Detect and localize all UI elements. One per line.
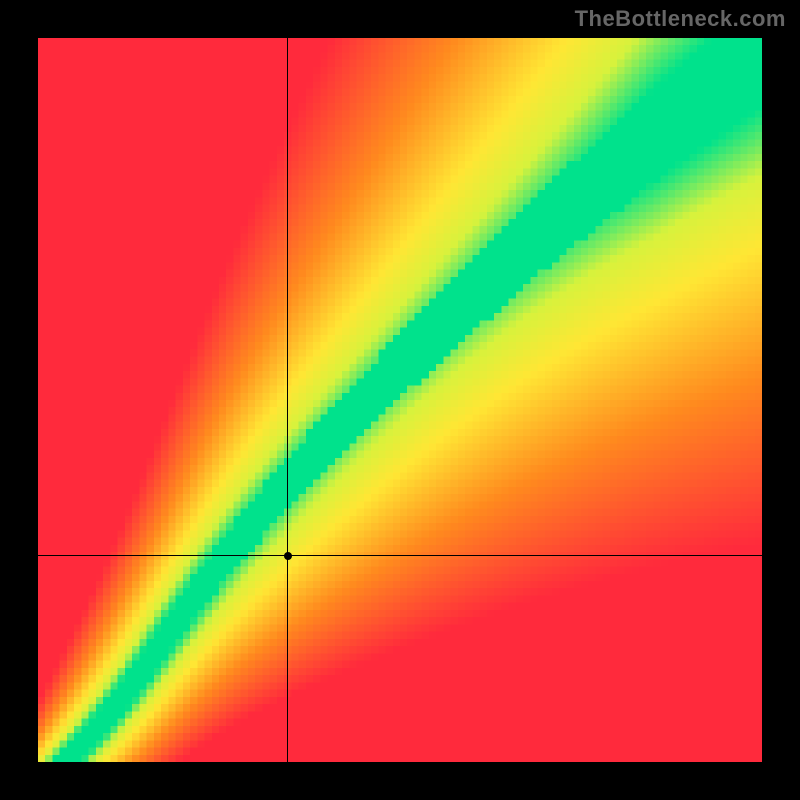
plot-area [38, 38, 762, 762]
crosshair-marker [284, 552, 292, 560]
chart-container: { "watermark": { "text": "TheBottleneck.… [0, 0, 800, 800]
crosshair-horizontal [38, 555, 762, 556]
watermark-text: TheBottleneck.com [575, 6, 786, 32]
heatmap-canvas [38, 38, 762, 762]
crosshair-vertical [287, 38, 288, 762]
